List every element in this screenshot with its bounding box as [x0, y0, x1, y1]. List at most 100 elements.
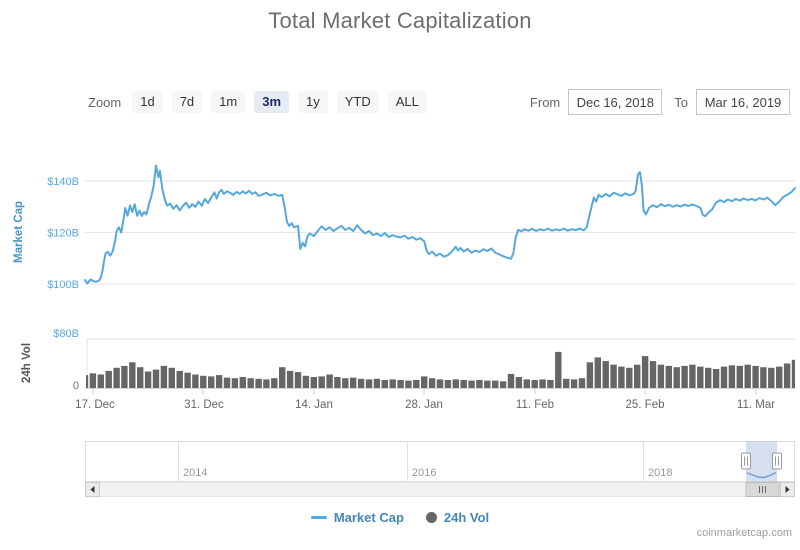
- xtick-31dec: 31. Dec: [184, 399, 224, 411]
- x-axis-ticks: [92, 388, 757, 395]
- line-swatch-icon: [310, 516, 327, 519]
- volume-bar: [728, 365, 736, 388]
- ytick-0: 0: [73, 380, 79, 392]
- volume-bar: [326, 374, 333, 388]
- controls-row: Zoom 1d 7d 1m 3m 1y YTD ALL From To: [0, 89, 800, 119]
- volume-bar: [444, 380, 452, 388]
- volume-bar: [310, 377, 317, 388]
- volume-bar: [381, 380, 388, 388]
- zoom-button-all[interactable]: ALL: [387, 91, 427, 113]
- volume-bar: [318, 376, 325, 388]
- volume-bar-series: [86, 351, 795, 389]
- xtick-28jan: 28. Jan: [405, 399, 443, 411]
- zoom-button-ytd[interactable]: YTD: [336, 91, 379, 113]
- volume-bar: [657, 364, 665, 388]
- volume-bar: [626, 367, 633, 388]
- volume-bar: [634, 364, 641, 388]
- year-2014: 2014: [183, 467, 207, 479]
- from-label: From: [529, 94, 561, 110]
- volume-bar: [208, 376, 215, 388]
- navigator-year-gridlines: [178, 441, 644, 482]
- watermark: coinmarketcap.com: [696, 527, 792, 539]
- scrollbar-thumb[interactable]: [745, 482, 780, 497]
- navigator-track[interactable]: [85, 441, 795, 482]
- volume-bar: [681, 365, 688, 388]
- legend-market-cap-label: Market Cap: [333, 510, 404, 525]
- volume-bar: [783, 363, 791, 388]
- volume-bar: [712, 369, 720, 388]
- volume-bar: [499, 381, 507, 388]
- zoom-button-1y[interactable]: 1y: [298, 91, 328, 113]
- volume-bar: [791, 359, 795, 388]
- volume-bar: [200, 375, 207, 389]
- volume-bar: [334, 377, 341, 388]
- volume-bar: [752, 365, 759, 388]
- volume-bar: [768, 367, 775, 388]
- volume-bar: [365, 379, 373, 388]
- navigator: 2014 2016 2018: [85, 441, 795, 482]
- zoom-button-7d[interactable]: 7d: [171, 91, 203, 113]
- volume-bar: [176, 370, 183, 388]
- volume-bar: [610, 364, 617, 388]
- x-axis-labels: 17. Dec 31. Dec 14. Jan 28. Jan 11. Feb …: [75, 399, 775, 411]
- circle-swatch-icon: [425, 512, 437, 523]
- volume-bar: [641, 356, 649, 388]
- zoom-button-3m[interactable]: 3m: [254, 91, 290, 113]
- from-date-input[interactable]: [568, 89, 663, 115]
- volume-bar: [152, 369, 160, 388]
- volume-bar: [168, 367, 175, 388]
- scrollbar-track[interactable]: [85, 482, 795, 497]
- volume-bar: [563, 378, 570, 388]
- navigator-left-handle[interactable]: [741, 452, 751, 470]
- volume-bar: [184, 372, 191, 388]
- ytick-80b: $80B: [53, 328, 79, 340]
- volume-bar: [547, 380, 554, 388]
- volume-bar: [452, 379, 459, 388]
- volume-bar: [539, 379, 546, 388]
- volume-bar: [113, 367, 120, 388]
- volume-bar: [555, 351, 562, 388]
- market-cap-line-series: [84, 164, 796, 285]
- market-cap-axis-labels: $140B $120B $100B: [47, 176, 79, 291]
- volume-bar: [665, 365, 672, 388]
- volume-bar: [492, 380, 499, 388]
- volume-bar: [649, 361, 657, 388]
- volume-axis-title: 24h Vol: [21, 343, 33, 383]
- to-label: To: [674, 94, 688, 110]
- volume-bar: [279, 367, 286, 388]
- date-range-group: From To: [530, 89, 790, 115]
- volume-bar: [137, 367, 144, 388]
- zoom-button-1d[interactable]: 1d: [132, 91, 163, 113]
- scrollbar-left-button[interactable]: [85, 482, 100, 497]
- volume-bar: [129, 362, 136, 388]
- volume-bar: [484, 380, 491, 388]
- volume-bar: [271, 378, 278, 388]
- volume-bar: [413, 380, 420, 388]
- volume-bar: [215, 375, 223, 388]
- volume-bar: [515, 377, 523, 388]
- volume-bar: [468, 380, 475, 388]
- volume-bar: [570, 379, 578, 388]
- page-title: Total Market Capitalization: [268, 8, 532, 33]
- volume-bar: [673, 367, 680, 388]
- navigator-series-preview: [746, 471, 777, 479]
- to-date-input[interactable]: [696, 89, 790, 115]
- legend-item-24h-vol[interactable]: 24h Vol: [425, 510, 490, 525]
- volume-bar: [776, 366, 783, 388]
- volume-bar: [89, 373, 97, 388]
- ytick-120b: $120B: [47, 228, 79, 240]
- zoom-label: Zoom: [88, 94, 122, 110]
- navigator-right-handle[interactable]: [772, 452, 782, 470]
- legend-item-market-cap[interactable]: Market Cap: [310, 510, 404, 525]
- volume-bar: [389, 379, 396, 388]
- zoom-button-1m[interactable]: 1m: [211, 91, 246, 113]
- volume-bar: [507, 373, 515, 388]
- main-gridlines: [85, 180, 795, 285]
- xtick-11feb: 11. Feb: [516, 399, 554, 411]
- scrollbar-right-button[interactable]: [780, 482, 795, 497]
- year-2018: 2018: [648, 467, 672, 479]
- legend-24h-vol-label: 24h Vol: [443, 510, 490, 525]
- volume-bar: [602, 361, 609, 388]
- volume-bar: [373, 378, 381, 388]
